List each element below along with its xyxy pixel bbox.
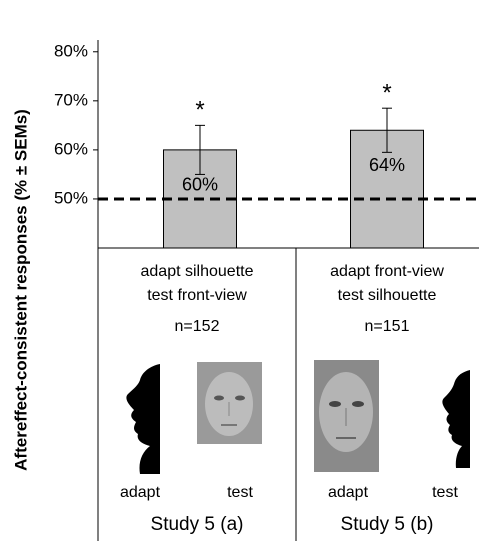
condition-text: test silhouette bbox=[338, 287, 437, 304]
image-label: test bbox=[227, 484, 253, 501]
sample-size: n=151 bbox=[365, 318, 410, 335]
image-label: adapt bbox=[120, 484, 161, 501]
face-photo bbox=[197, 362, 262, 444]
category-label: Study 5 (a) bbox=[151, 514, 244, 535]
value-label: 60% bbox=[182, 175, 218, 195]
condition-text: adapt front-view bbox=[330, 263, 444, 280]
face-photo bbox=[314, 360, 379, 472]
image-label: adapt bbox=[328, 484, 369, 501]
significance-marker: * bbox=[382, 80, 391, 107]
y-tick-label: 80% bbox=[54, 41, 88, 60]
y-axis-label: Aftereffect-consistent responses (% ± SE… bbox=[11, 109, 30, 471]
silhouette-image bbox=[442, 370, 470, 468]
silhouette-image bbox=[126, 364, 160, 474]
y-tick-label: 70% bbox=[54, 90, 88, 109]
sample-size: n=152 bbox=[175, 318, 220, 335]
condition-text: adapt silhouette bbox=[141, 263, 254, 280]
y-tick-label: 60% bbox=[54, 139, 88, 158]
value-label: 64% bbox=[369, 155, 405, 175]
image-label: test bbox=[432, 484, 458, 501]
condition-text: test front-view bbox=[147, 287, 247, 304]
significance-marker: * bbox=[195, 97, 204, 124]
y-tick-label: 50% bbox=[54, 188, 88, 207]
category-label: Study 5 (b) bbox=[341, 514, 434, 535]
